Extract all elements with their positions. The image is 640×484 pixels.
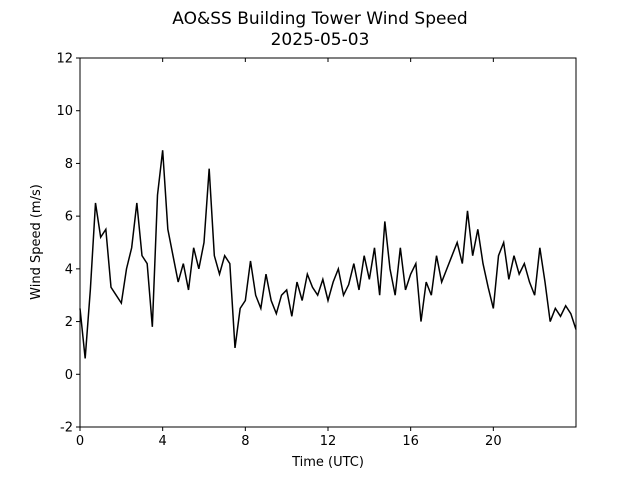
x-tick-label: 8 [241,434,249,449]
x-tick-label: 16 [402,434,419,449]
plot-frame [79,57,577,428]
y-tick-label: 8 [65,157,73,172]
x-tick-label: 0 [76,434,84,449]
y-tick-label: -2 [60,421,73,436]
y-tick-label: 10 [56,104,73,119]
y-tick-label: 12 [56,52,73,67]
y-tick-label: 0 [65,368,73,383]
chart-subtitle: 2025-05-03 [271,30,370,50]
y-tick-label: 6 [65,210,73,225]
y-axis-label: Wind Speed (m/s) [29,184,44,300]
chart-title: AO&SS Building Tower Wind Speed [172,9,467,29]
y-tick-label: 4 [65,262,73,277]
x-tick-label: 4 [159,434,167,449]
y-tick-label: 2 [65,315,73,330]
x-tick-label: 20 [485,434,502,449]
x-tick-label: 12 [320,434,337,449]
x-axis-label: Time (UTC) [291,455,364,470]
data-line [79,150,577,359]
